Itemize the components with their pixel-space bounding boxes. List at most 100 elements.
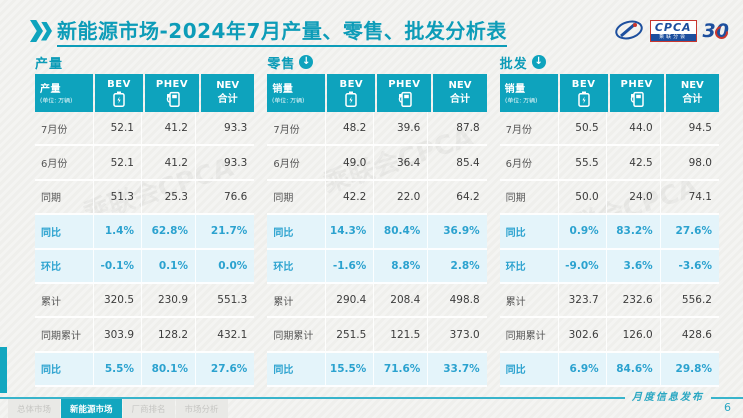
row-label: 7月份 — [41, 124, 68, 136]
bottom-tab-bar: 总体市场 新能源市场 厂商排名 市场分析 — [8, 399, 229, 418]
row-label: 同期累计 — [41, 331, 81, 343]
bev-value: 5.5% — [93, 352, 141, 386]
table-header-row: 销量 (单位: 万辆) BEV PHEV — [267, 74, 487, 112]
bev-value: 55.5 — [557, 146, 606, 179]
row-label: 累计 — [505, 296, 526, 308]
phev-label: PHEV — [388, 79, 421, 90]
row-label: 同期 — [273, 193, 294, 205]
table-row: 同比 14.3% 80.4% 36.9% — [267, 215, 487, 250]
table-row: 同期 50.0 24.0 74.1 — [499, 180, 719, 216]
footer-rule-line — [0, 397, 625, 399]
bev-value: 14.3% — [325, 215, 373, 248]
bev-value: 49.0 — [325, 146, 373, 179]
nev-total-value: 432.1 — [195, 318, 254, 351]
table-row: 同比 15.5% 71.6% 33.7% — [267, 352, 487, 388]
table-title-row: 零售 ↓ — [267, 52, 486, 72]
table-row: 同期累计 251.5 121.5 373.0 — [267, 318, 487, 353]
phev-value: 128.2 — [141, 318, 195, 351]
circle-down-arrow-icon: ↓ — [299, 55, 314, 69]
phev-value: 39.6 — [373, 112, 427, 145]
circle-down-arrow-icon: ↓ — [531, 55, 546, 69]
header-cell-nev-total: NEV 合计 — [665, 74, 719, 112]
row-label: 环比 — [41, 262, 61, 274]
phev-value: 80.4% — [373, 215, 427, 248]
nev-total-value: 98.0 — [659, 146, 719, 179]
slide-header: 新能源市场-2024年7月产量、零售、批发分析表 CPCA 乘联分会 30 — [30, 10, 729, 52]
phev-value: 121.5 — [373, 318, 427, 351]
bev-value: 52.1 — [93, 146, 141, 179]
header-metric-label: 产量 — [40, 84, 61, 95]
nev-label-line1: NEV — [680, 80, 704, 91]
nev-total-value: 33.7% — [427, 352, 486, 386]
header-cell-phev: PHEV — [609, 74, 664, 112]
footer-ribbon-text: 月度信息发布 — [632, 392, 704, 403]
nev-total-value: 27.6% — [195, 352, 254, 386]
table-header-row: 产量 (单位: 万辆) BEV PHEV — [35, 74, 255, 112]
nev-total-value: 27.6% — [659, 215, 719, 248]
row-label: 环比 — [505, 262, 526, 274]
table-section-title: 零售 — [267, 56, 296, 72]
nev-total-value: 551.3 — [195, 283, 254, 317]
row-label: 同比 — [41, 227, 61, 239]
nev-total-value: 74.1 — [659, 180, 719, 214]
bev-value: 0.9% — [557, 215, 606, 248]
bev-value: 51.3 — [93, 180, 141, 214]
table-row: 同期 51.3 25.3 76.6 — [35, 180, 255, 216]
table-section-title: 产量 — [35, 56, 64, 72]
row-label: 同比 — [505, 227, 526, 239]
bev-label: BEV — [571, 79, 596, 90]
bottom-tab[interactable]: 厂商排名 — [122, 399, 175, 418]
row-label: 同比 — [505, 365, 526, 377]
row-label: 7月份 — [273, 124, 300, 136]
nev-label-line2: 合计 — [217, 93, 238, 105]
bev-value: 1.4% — [93, 215, 141, 248]
header-cell-phev: PHEV — [377, 74, 432, 112]
phev-value: 80.1% — [141, 352, 195, 386]
table-row: 环比 -0.1% 0.1% 0.0% — [35, 249, 255, 284]
nev-total-value: 64.2 — [427, 180, 486, 214]
cpca-logo-text: CPCA — [654, 21, 692, 34]
table-row: 环比 -9.0% 3.6% -3.6% — [499, 249, 719, 284]
bottom-tab[interactable]: 市场分析 — [175, 399, 228, 418]
phev-value: 41.2 — [141, 112, 195, 145]
bottom-tab[interactable]: 总体市场 — [8, 399, 61, 418]
bottom-tab[interactable]: 新能源市场 — [61, 399, 122, 418]
phev-value: 44.0 — [605, 112, 660, 145]
row-label: 同期 — [505, 193, 526, 205]
phev-value: 0.1% — [141, 249, 195, 282]
row-label: 7月份 — [505, 124, 533, 136]
table-row: 同比 6.9% 84.6% 29.8% — [499, 352, 719, 388]
bev-value: 42.2 — [325, 180, 373, 214]
phev-value: 36.4 — [373, 146, 427, 179]
phev-value: 84.6% — [605, 352, 660, 386]
nev-total-value: 87.8 — [427, 112, 486, 145]
bev-value: 50.5 — [557, 112, 606, 145]
charging-pump-icon — [397, 91, 412, 107]
phev-value: 42.5 — [605, 146, 660, 179]
header-cell-phev: PHEV — [145, 74, 199, 112]
phev-value: 25.3 — [141, 180, 195, 214]
table-header-row: 销量 (单位: 万辆) BEV PHEV — [499, 74, 719, 112]
phev-label: PHEV — [155, 79, 189, 90]
cpca-logo: CPCA 乘联分会 — [649, 20, 697, 42]
table-row: 累计 323.7 232.6 556.2 — [499, 283, 719, 319]
nev-total-value: 373.0 — [427, 318, 486, 351]
row-label: 同期累计 — [505, 331, 546, 343]
phev-value: 83.2% — [605, 215, 660, 248]
logo-group: CPCA 乘联分会 30 — [614, 20, 729, 42]
page-title: 新能源市场-2024年7月产量、零售、批发分析表 — [57, 15, 507, 47]
bev-value: 251.5 — [325, 318, 373, 351]
header-cell-nev-total: NEV 合计 — [433, 74, 487, 112]
bev-value: 290.4 — [325, 283, 373, 317]
bev-value: 320.5 — [93, 283, 141, 317]
table-row: 累计 290.4 208.4 498.8 — [267, 283, 487, 319]
nev-total-value: 428.6 — [659, 318, 719, 351]
nev-total-value: 21.7% — [195, 215, 254, 248]
row-label: 同期累计 — [273, 331, 314, 343]
phev-label: PHEV — [620, 79, 653, 90]
table-row: 累计 320.5 230.9 551.3 — [35, 283, 255, 319]
table-body: 7月份 52.1 41.2 93.3 6月份 52.1 41.2 93.3 同期… — [35, 112, 255, 388]
header-cell-bev: BEV — [559, 74, 608, 112]
data-table: 批发 ↓ 销量 (单位: 万辆) BEV PHEV — [499, 52, 719, 388]
phev-value: 8.8% — [373, 249, 427, 282]
